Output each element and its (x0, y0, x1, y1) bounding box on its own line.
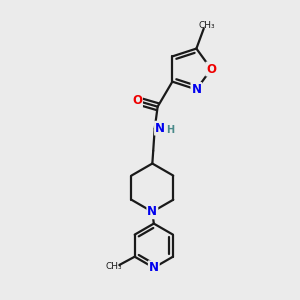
Text: N: N (191, 83, 201, 96)
Text: N: N (149, 261, 159, 274)
Text: N: N (155, 122, 165, 135)
Text: N: N (147, 205, 157, 218)
Text: O: O (206, 62, 216, 76)
Text: O: O (132, 94, 142, 107)
Text: CH₃: CH₃ (106, 262, 122, 271)
Text: CH₃: CH₃ (199, 20, 216, 29)
Text: H: H (166, 125, 174, 135)
